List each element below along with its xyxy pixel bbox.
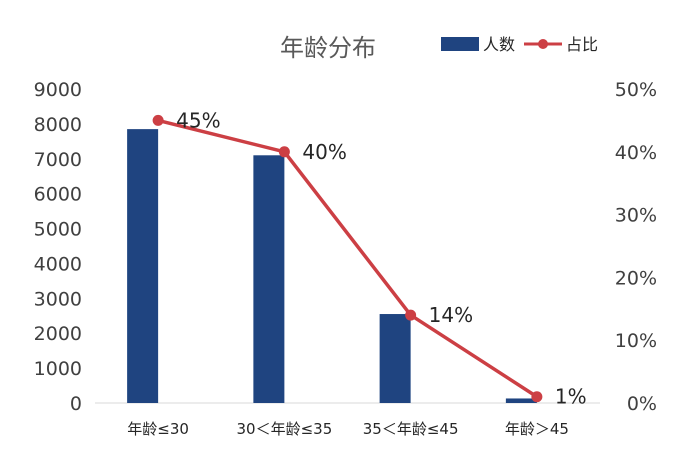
left-axis-tick-label: 1000 [34,358,82,380]
left-axis-tick-label: 8000 [34,114,82,136]
right-axis-tick-label: 0% [627,393,657,415]
right-axis-tick-label: 10% [615,330,657,352]
bar [253,155,285,403]
left-axis-tick-label: 9000 [34,79,82,101]
x-axis: 年龄≤30 30＜年龄≤35 35＜年龄≤45 年龄＞45 [127,420,569,438]
data-label: 45% [176,108,220,132]
left-axis-tick-label: 7000 [34,149,82,171]
data-label: 1% [555,385,587,409]
left-axis: 0 1000 2000 3000 4000 5000 6000 7000 8000 9000 [34,79,82,415]
legend-label-ratio: 占比 [566,35,598,54]
bar [127,129,159,403]
left-axis-tick-label: 4000 [34,253,82,275]
line-marker [278,146,290,158]
bar-series [127,129,537,403]
line-marker [152,114,164,126]
legend-swatch-ratio-marker [538,39,548,49]
x-axis-category-label: 30＜年龄≤35 [237,420,333,438]
right-axis-tick-label: 20% [615,267,657,289]
legend-swatch-count [441,37,479,51]
legend: 人数 占比 [441,35,598,54]
data-label: 40% [302,140,346,164]
left-axis-tick-label: 6000 [34,184,82,206]
bar [505,398,537,403]
right-axis-tick-label: 50% [615,79,657,101]
left-axis-tick-label: 3000 [34,288,82,310]
legend-label-count: 人数 [483,35,515,54]
data-label: 14% [429,303,473,327]
left-axis-tick-label: 0 [70,393,82,415]
x-axis-category-label: 年龄＞45 [505,420,569,438]
right-axis: 0% 10% 20% 30% 40% 50% [615,79,657,415]
left-axis-tick-label: 5000 [34,219,82,241]
bar [379,314,411,403]
line-marker [405,309,417,321]
right-axis-tick-label: 40% [615,142,657,164]
series-line [157,118,538,399]
line-series: 45% 40% 14% 1% [152,108,587,409]
x-axis-category-label: 35＜年龄≤45 [363,420,459,438]
line-marker [531,391,543,403]
left-axis-tick-label: 2000 [34,323,82,345]
right-axis-tick-label: 30% [615,205,657,227]
chart-title: 年龄分布 [280,34,376,62]
x-axis-category-label: 年龄≤30 [127,420,189,438]
